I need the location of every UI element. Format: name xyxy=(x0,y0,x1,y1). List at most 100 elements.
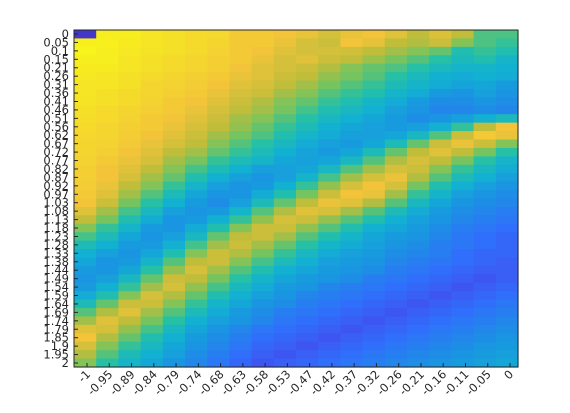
heatmap-cell xyxy=(162,316,186,326)
heatmap-cell xyxy=(96,299,119,309)
heatmap-cell xyxy=(384,38,408,48)
heatmap-cell xyxy=(140,173,164,183)
heatmap-cell xyxy=(140,232,164,242)
heatmap-cell xyxy=(384,265,408,275)
heatmap-cell xyxy=(340,350,364,360)
heatmap-cell xyxy=(362,88,386,99)
heatmap-cell xyxy=(429,164,452,174)
heatmap-cell xyxy=(362,190,386,200)
heatmap-cell xyxy=(473,257,497,267)
heatmap-cell xyxy=(318,139,341,149)
heatmap-cell xyxy=(473,30,497,40)
heatmap-cell xyxy=(140,190,164,200)
heatmap-cell xyxy=(362,147,386,157)
heatmap-cell xyxy=(451,324,475,334)
heatmap-cell xyxy=(318,97,341,107)
heatmap-cell xyxy=(473,316,497,326)
heatmap-cell xyxy=(162,72,186,82)
heatmap-cell xyxy=(229,173,253,183)
heatmap-cell xyxy=(318,46,341,56)
heatmap-cell xyxy=(495,88,519,99)
heatmap-cell xyxy=(96,80,119,90)
heatmap-cell xyxy=(407,274,430,284)
heatmap-cell xyxy=(429,341,452,351)
heatmap-cell xyxy=(429,80,452,90)
heatmap-cell xyxy=(251,291,275,301)
heatmap-cell xyxy=(251,341,275,351)
heatmap-cell xyxy=(362,316,386,326)
heatmap-cell xyxy=(429,139,452,149)
heatmap-cell xyxy=(429,88,452,99)
heatmap-cell xyxy=(74,156,97,166)
heatmap-cell xyxy=(185,38,208,48)
heatmap-cell xyxy=(251,282,275,292)
heatmap-cell xyxy=(140,274,164,284)
heatmap-cell xyxy=(495,232,519,242)
heatmap-cell xyxy=(296,324,319,334)
heatmap-cell xyxy=(74,80,97,90)
heatmap-cell xyxy=(185,316,208,326)
heatmap-cell xyxy=(185,358,208,368)
heatmap-cell xyxy=(207,173,230,183)
heatmap-cell xyxy=(273,291,297,301)
heatmap-cell xyxy=(340,274,364,284)
heatmap-cell xyxy=(429,156,452,166)
heatmap-cell xyxy=(495,38,519,48)
heatmap-cell xyxy=(162,324,186,334)
heatmap-cell xyxy=(296,240,319,250)
heatmap-cell xyxy=(185,223,208,233)
heatmap-cell xyxy=(273,299,297,309)
heatmap-cell xyxy=(451,282,475,292)
heatmap-cell xyxy=(74,223,97,233)
heatmap-cell xyxy=(407,291,430,301)
heatmap-cell xyxy=(162,190,186,200)
heatmap-cell xyxy=(473,282,497,292)
heatmap-cell xyxy=(273,333,297,343)
heatmap-cell xyxy=(407,316,430,326)
heatmap-cell xyxy=(162,333,186,343)
heatmap-cell xyxy=(229,350,253,360)
y-tick-label: 1.69 xyxy=(43,305,69,319)
heatmap-cell xyxy=(251,257,275,267)
heatmap-cell xyxy=(162,122,186,132)
y-tick-label: 1.79 xyxy=(43,322,69,336)
heatmap-cell xyxy=(273,63,297,73)
heatmap-cell xyxy=(251,358,275,368)
heatmap-cell xyxy=(185,291,208,301)
heatmap-cell xyxy=(162,198,186,208)
heatmap-cell xyxy=(407,147,430,157)
heatmap-cell xyxy=(140,131,164,141)
heatmap-cell xyxy=(96,88,119,99)
heatmap-cell xyxy=(318,114,341,124)
heatmap-cell xyxy=(229,206,253,216)
heatmap-cell xyxy=(162,38,186,48)
heatmap-cell xyxy=(340,308,364,318)
heatmap-cell xyxy=(140,299,164,309)
heatmap-cell xyxy=(96,114,119,124)
heatmap-cell xyxy=(362,72,386,82)
heatmap-cell xyxy=(74,291,97,301)
heatmap-cell xyxy=(451,350,475,360)
heatmap-cell xyxy=(207,308,230,318)
heatmap-cell xyxy=(140,223,164,233)
heatmap-cell xyxy=(340,30,364,40)
heatmap-cell xyxy=(118,38,142,48)
heatmap-cell xyxy=(362,80,386,90)
heatmap-cell xyxy=(185,240,208,250)
heatmap-cell xyxy=(451,206,475,216)
heatmap-cell xyxy=(74,97,97,107)
heatmap-cell xyxy=(384,316,408,326)
heatmap-cell xyxy=(296,114,319,124)
heatmap-cell xyxy=(362,333,386,343)
heatmap-cell xyxy=(451,105,475,115)
heatmap-cell xyxy=(162,350,186,360)
heatmap-cell xyxy=(362,46,386,56)
heatmap-cell xyxy=(384,350,408,360)
heatmap-cell xyxy=(318,358,341,368)
heatmap-cell xyxy=(96,164,119,174)
heatmap-cell xyxy=(407,164,430,174)
heatmap-cell xyxy=(407,181,430,191)
heatmap-cell xyxy=(473,249,497,259)
heatmap-cell xyxy=(207,114,230,124)
heatmap-cell xyxy=(207,324,230,334)
